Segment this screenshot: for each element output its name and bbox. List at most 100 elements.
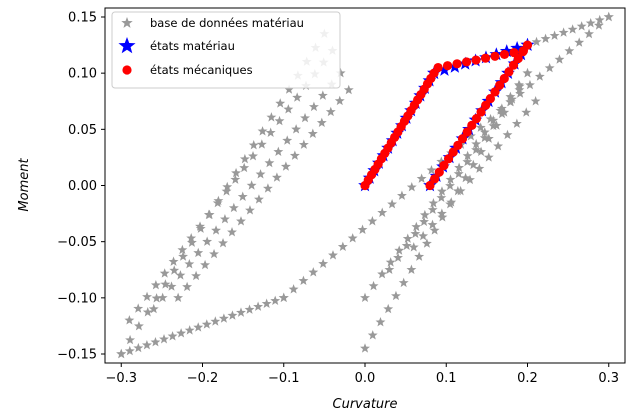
data-point-base	[133, 303, 144, 313]
data-point-base	[594, 14, 605, 25]
data-point-base	[511, 118, 522, 128]
y-tick-label: 0.15	[68, 10, 97, 25]
data-point-base	[531, 36, 542, 47]
data-point-base	[375, 316, 386, 327]
data-point-base	[248, 150, 258, 161]
data-point-base	[453, 168, 464, 179]
data-point-base	[446, 197, 457, 207]
data-point-base	[515, 88, 526, 98]
data-point-base	[219, 214, 230, 224]
data-point-base	[357, 224, 368, 234]
data-point-base	[334, 95, 345, 106]
data-point-base	[262, 183, 273, 193]
data-point-base	[367, 216, 378, 226]
data-point-base	[142, 307, 153, 317]
data-marks	[116, 11, 614, 359]
data-point-base	[383, 303, 394, 314]
data-point-base	[465, 130, 476, 141]
data-point-base	[195, 221, 205, 231]
data-point-base	[567, 24, 578, 34]
data-point-base	[209, 248, 219, 259]
data-point-etat-materiau	[510, 40, 524, 55]
data-point-etat-mecanique	[448, 147, 458, 157]
data-point-base	[236, 307, 246, 317]
data-point-base	[282, 135, 293, 145]
data-point-base	[360, 343, 370, 353]
data-point-etat-materiau	[437, 62, 452, 76]
data-point-base	[157, 292, 168, 303]
data-point-base	[227, 227, 237, 237]
data-point-base	[367, 330, 378, 340]
data-point-base	[419, 209, 430, 220]
data-point-base	[264, 157, 275, 168]
data-point-base	[558, 27, 569, 37]
data-point-base	[426, 164, 437, 175]
data-point-etat-mecanique	[430, 174, 440, 184]
x-axis-ticks: −0.3 −0.2 −0.1 0.0 0.1 0.2 0.3	[105, 363, 619, 386]
data-point-base	[280, 161, 291, 171]
legend: base de données matériau états matériau …	[111, 11, 341, 89]
data-point-etat-mecanique	[452, 59, 462, 69]
legend-label-base: base de données matériau	[150, 16, 304, 30]
data-point-base	[284, 84, 294, 94]
data-point-base	[384, 264, 395, 274]
legend-marker-symbol	[122, 65, 132, 75]
data-point-etat-mecanique	[495, 80, 505, 90]
data-point-base	[266, 112, 277, 122]
data-point-base	[436, 192, 447, 203]
data-point-base	[246, 180, 257, 190]
data-point-base	[273, 146, 284, 156]
data-point-etat-mecanique	[480, 53, 491, 63]
data-point-etat-mecanique	[508, 60, 519, 70]
data-point-base	[421, 238, 432, 248]
data-point-base	[465, 174, 475, 185]
data-point-etat-mecanique	[476, 107, 486, 117]
data-point-base	[429, 225, 440, 235]
data-point-base	[402, 233, 413, 243]
data-point-base	[411, 221, 422, 232]
data-point-base	[227, 310, 238, 320]
data-point-base	[337, 241, 348, 251]
data-point-base	[178, 251, 189, 261]
data-point-base	[271, 172, 282, 182]
data-point-base	[308, 101, 319, 112]
legend-label-etats-mecaniques: états mécaniques	[150, 63, 253, 77]
data-point-base	[325, 106, 336, 117]
data-point-base	[248, 140, 259, 150]
data-point-base	[488, 115, 499, 125]
data-point-base	[218, 237, 228, 248]
x-tick-label: 0.2	[517, 371, 538, 386]
data-point-base	[177, 244, 188, 255]
data-point-base	[186, 233, 197, 243]
data-point-etat-mecanique	[522, 40, 533, 50]
data-point-base	[493, 140, 504, 151]
x-tick-label: 0.1	[436, 371, 457, 386]
data-point-base	[148, 303, 159, 314]
data-point-base	[211, 225, 221, 235]
data-point-base	[471, 138, 482, 149]
data-point-base	[534, 71, 545, 81]
data-point-etat-mecanique	[461, 57, 472, 67]
data-point-base	[317, 90, 328, 100]
data-point-base	[278, 292, 289, 303]
data-point-base	[483, 152, 494, 162]
data-point-base	[525, 79, 535, 90]
data-point-base	[394, 245, 405, 255]
data-point-base	[316, 117, 327, 128]
data-point-base	[436, 208, 447, 218]
data-point-base	[236, 216, 246, 226]
legend-marker-symbol	[118, 37, 136, 54]
data-point-etat-mecanique	[499, 49, 510, 60]
data-point-base	[150, 279, 161, 290]
data-point-base	[475, 122, 486, 132]
data-point-base	[231, 167, 242, 178]
x-tick-label: −0.2	[187, 371, 219, 386]
y-tick-label: −0.10	[57, 291, 97, 306]
data-point-base	[485, 113, 496, 124]
legend-marker-etats-mecaniques	[122, 65, 132, 75]
data-point-base	[292, 92, 303, 102]
data-point-base	[133, 320, 144, 331]
data-point-base	[521, 107, 532, 117]
data-point-base	[445, 174, 456, 184]
data-point-base	[460, 172, 471, 183]
